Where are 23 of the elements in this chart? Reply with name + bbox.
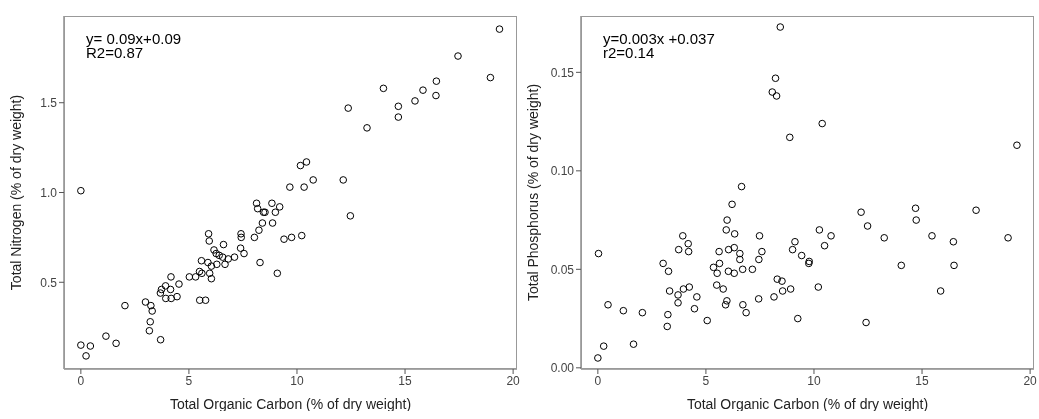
- x-tick-label: 5: [702, 373, 710, 388]
- y-tick-label: 0.00: [550, 361, 575, 376]
- y-tick-label: 0.10: [550, 164, 575, 179]
- annotation: y= 0.09x+0.09: [86, 30, 182, 47]
- x-tick-label: 20: [506, 373, 521, 388]
- x-tick-label: 10: [290, 373, 304, 388]
- x-tick-label: 5: [185, 373, 193, 388]
- y-axis-title: Total Nitrogen (% of dry weight): [7, 94, 24, 291]
- y-tick-label: 0.5: [40, 275, 58, 290]
- annotation: y=0.003x +0.037: [603, 30, 715, 47]
- x-axis-title: Total Organic Carbon (% of dry weight): [686, 396, 929, 412]
- x-tick-label: 20: [1023, 373, 1038, 388]
- y-tick-label: 1.0: [40, 185, 58, 200]
- x-axis-title: Total Organic Carbon (% of dry weight): [169, 396, 412, 412]
- y-tick-label: 0.05: [550, 262, 575, 277]
- x-tick-label: 15: [915, 373, 930, 388]
- x-tick-label: 10: [807, 373, 821, 388]
- y-axis-title: Total Phosphorus (% of dry weight): [524, 83, 541, 302]
- x-tick-label: 15: [398, 373, 413, 388]
- x-tick-label: 0: [594, 373, 602, 388]
- y-tick-label: 0.15: [550, 65, 575, 80]
- y-tick-label: 1.5: [40, 95, 58, 110]
- x-tick-label: 0: [77, 373, 85, 388]
